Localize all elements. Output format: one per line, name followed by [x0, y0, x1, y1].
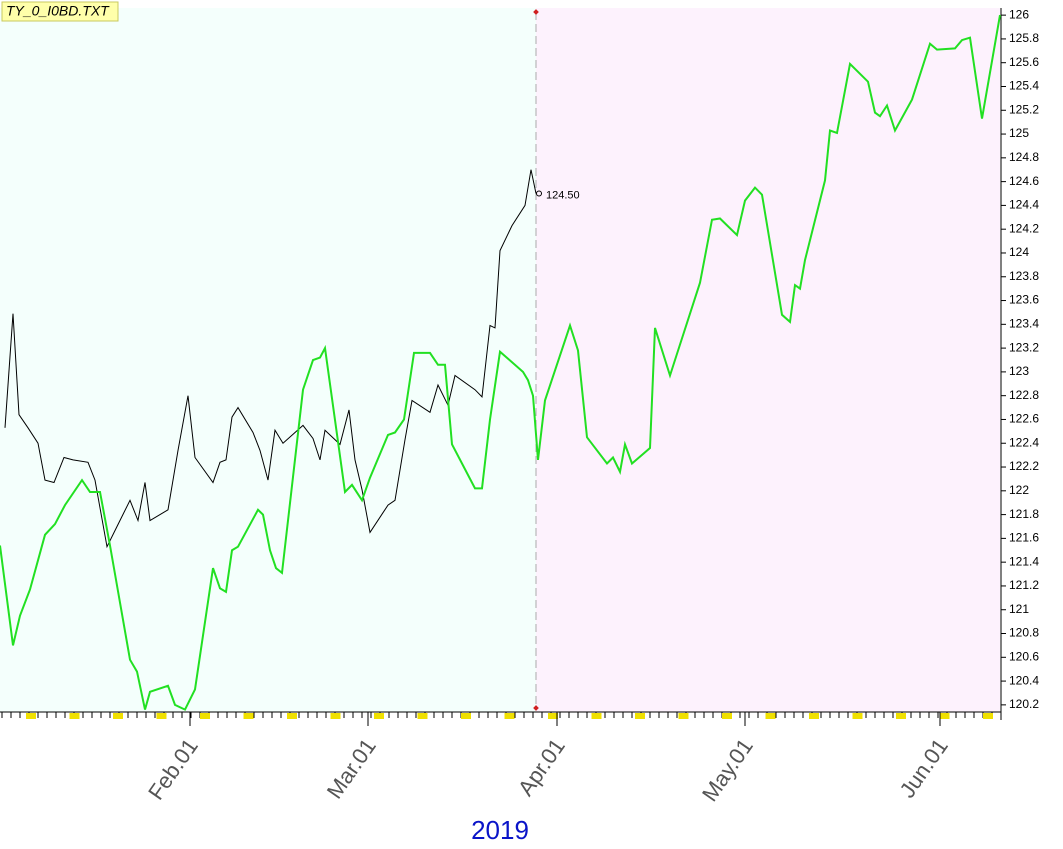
week-marker	[243, 713, 254, 719]
y-tick-label: 125.2	[1009, 102, 1039, 116]
x-tick-label: Mar.01	[322, 734, 381, 803]
y-tick-label: 120.6	[1009, 649, 1039, 663]
week-marker	[113, 713, 123, 719]
y-tick-label: 122.4	[1009, 435, 1039, 449]
y-tick-label: 126	[1009, 7, 1029, 21]
y-tick-label: 124.2	[1009, 221, 1039, 235]
chart-title: TY_0_I0BD.TXT	[6, 3, 110, 19]
plot-lines: 124.50	[0, 14, 1001, 711]
y-tick-label: 124.6	[1009, 174, 1039, 188]
week-marker	[896, 713, 906, 719]
week-marker	[765, 713, 776, 719]
y-tick-label: 122.6	[1009, 412, 1039, 426]
end-label: 124.50	[546, 189, 580, 201]
y-tick-label: 120.8	[1009, 626, 1039, 640]
week-marker	[504, 713, 515, 719]
week-marker	[200, 713, 210, 719]
y-tick-label: 124.4	[1009, 198, 1039, 212]
week-marker	[635, 713, 645, 719]
plot-background	[0, 8, 1000, 712]
week-marker	[417, 713, 428, 719]
y-tick-label: 122.8	[1009, 388, 1039, 402]
y-tick-label: 121.6	[1009, 531, 1039, 545]
week-marker	[156, 713, 167, 719]
y-tick-label: 121	[1009, 602, 1029, 616]
week-marker	[678, 713, 689, 719]
y-tick-label: 123.8	[1009, 269, 1039, 283]
y-tick-label: 121.4	[1009, 554, 1039, 568]
week-marker	[374, 713, 384, 719]
end-marker	[536, 190, 542, 197]
y-tick-label: 121.8	[1009, 507, 1039, 521]
y-tick-label: 124	[1009, 245, 1029, 259]
series-line	[4, 169, 537, 549]
y-tick-label: 123.2	[1009, 340, 1039, 354]
divider-marker	[533, 705, 539, 711]
week-marker	[69, 713, 80, 719]
divider-marker	[533, 9, 539, 15]
week-marker	[983, 713, 993, 719]
week-marker	[939, 713, 950, 719]
left-region	[0, 8, 536, 712]
right-region	[536, 8, 1000, 712]
week-marker	[591, 713, 602, 719]
y-tick-label: 121.2	[1009, 578, 1039, 592]
y-tick-label: 122	[1009, 483, 1029, 497]
week-marker	[26, 713, 36, 719]
y-tick-label: 124.8	[1009, 150, 1039, 164]
week-marker	[722, 713, 732, 719]
x-tick-label: Apr.01	[513, 734, 570, 800]
y-tick-label: 125	[1009, 126, 1029, 140]
week-marker	[809, 713, 819, 719]
series-line	[0, 14, 1001, 711]
week-marker	[330, 713, 341, 719]
week-marker	[852, 713, 863, 719]
x-tick-label: Jun.01	[894, 734, 952, 802]
y-tick-label: 123	[1009, 364, 1029, 378]
y-tick-label: 123.6	[1009, 293, 1039, 307]
week-marker	[548, 713, 558, 719]
y-tick-label: 120.4	[1009, 673, 1039, 687]
x-tick-label: May.01	[697, 734, 758, 806]
week-marker	[461, 713, 471, 719]
x-axis-label: 2019	[471, 815, 529, 845]
x-tick-label: Feb.01	[143, 734, 203, 804]
y-tick-label: 123.4	[1009, 316, 1039, 330]
y-tick-label: 120.2	[1009, 697, 1039, 711]
y-tick-label: 125.4	[1009, 79, 1039, 93]
y-tick-label: 125.6	[1009, 55, 1039, 69]
title-box	[1, 1, 119, 22]
week-marker	[287, 713, 297, 719]
y-tick-label: 125.8	[1009, 31, 1039, 45]
y-tick-label: 122.2	[1009, 459, 1039, 473]
